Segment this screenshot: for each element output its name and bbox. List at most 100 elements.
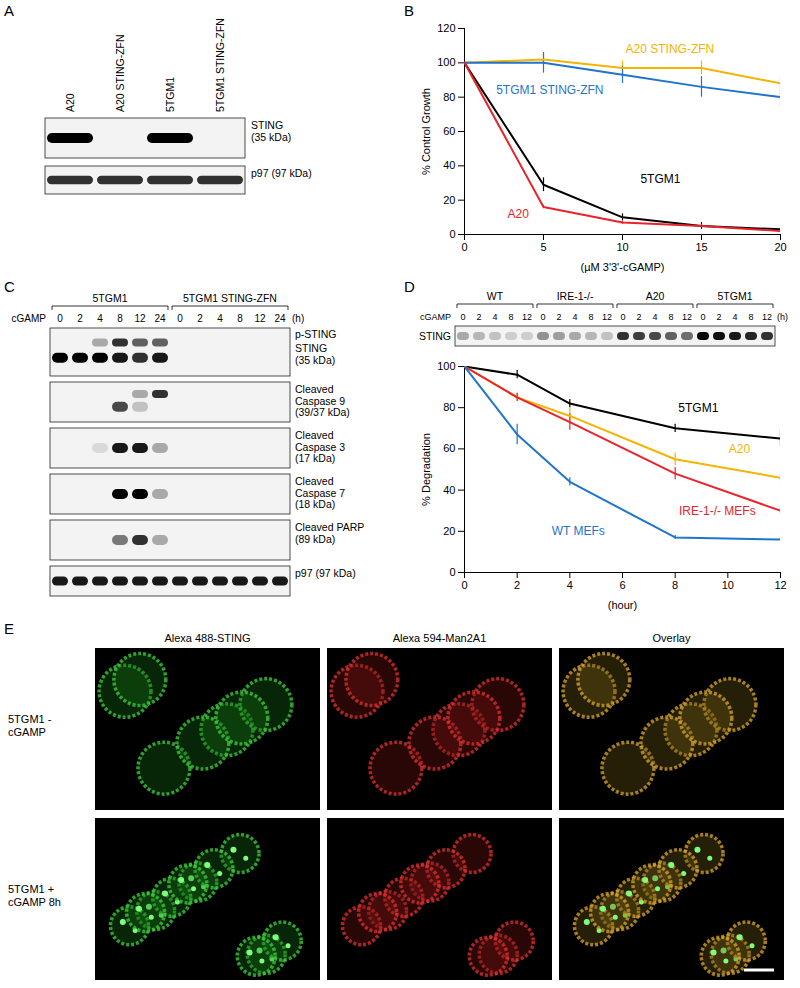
svg-text:20: 20 [443,194,455,206]
svg-text:STING: STING [295,342,327,354]
svg-text:0: 0 [700,312,705,322]
svg-text:2: 2 [716,312,721,322]
svg-text:cGAMP 8h: cGAMP 8h [8,896,61,908]
svg-text:5TGM1 +: 5TGM1 + [8,883,54,895]
svg-text:4: 4 [492,312,497,322]
svg-text:12: 12 [762,312,772,322]
svg-text:Caspase 9: Caspase 9 [295,395,345,407]
svg-text:20: 20 [443,525,455,537]
svg-text:2: 2 [77,313,83,324]
svg-text:WT: WT [487,290,504,302]
svg-text:12: 12 [682,312,692,322]
svg-text:0: 0 [460,312,465,322]
svg-text:5TGM1: 5TGM1 [678,401,718,415]
svg-text:4: 4 [567,579,573,591]
svg-text:4: 4 [572,312,577,322]
svg-text:2: 2 [476,312,481,322]
svg-text:Cleaved PARP: Cleaved PARP [295,521,364,533]
svg-text:8: 8 [668,312,673,322]
svg-text:5TGM1: 5TGM1 [92,292,127,304]
svg-text:A20: A20 [646,290,665,302]
svg-text:Cleaved: Cleaved [295,429,334,441]
svg-text:5TGM1: 5TGM1 [164,77,176,112]
svg-text:(35 kDa): (35 kDa) [295,354,335,366]
svg-text:cGAMP: cGAMP [420,312,451,322]
svg-text:12: 12 [774,579,786,591]
svg-text:A: A [4,2,14,19]
svg-text:B: B [404,2,414,19]
svg-text:0: 0 [449,228,455,240]
svg-text:% Control Growth: % Control Growth [420,88,432,175]
svg-text:0: 0 [177,313,183,324]
svg-text:C: C [4,278,15,295]
svg-text:STING: STING [251,119,283,131]
svg-text:A20 STING-ZFN: A20 STING-ZFN [114,34,126,112]
svg-text:8: 8 [117,313,123,324]
svg-text:p97 (97 kDa): p97 (97 kDa) [251,167,312,179]
svg-text:80: 80 [443,401,455,413]
svg-text:2: 2 [197,313,203,324]
svg-text:40: 40 [443,159,455,171]
svg-text:A20 STING-ZFN: A20 STING-ZFN [626,42,715,56]
svg-text:(17 kDa): (17 kDa) [295,452,335,464]
svg-text:10: 10 [616,241,628,253]
svg-text:15: 15 [695,241,707,253]
svg-text:p-STING: p-STING [295,328,336,340]
svg-text:0: 0 [540,312,545,322]
svg-text:A20: A20 [64,93,76,112]
svg-text:cGAMP: cGAMP [8,726,46,738]
svg-text:4: 4 [217,313,223,324]
svg-text:100: 100 [437,360,455,372]
svg-text:2: 2 [514,579,520,591]
svg-text:60: 60 [443,442,455,454]
svg-text:6: 6 [619,579,625,591]
svg-text:8: 8 [748,312,753,322]
svg-text:20: 20 [774,241,786,253]
svg-text:5TGM1: 5TGM1 [640,172,680,186]
svg-text:(µM 3'3'-cGAMP): (µM 3'3'-cGAMP) [581,261,665,273]
svg-text:Cleaved: Cleaved [295,383,334,395]
svg-text:4: 4 [732,312,737,322]
svg-text:Overlay: Overlay [653,632,691,644]
svg-text:12: 12 [254,313,266,324]
svg-text:Alexa 488-STING: Alexa 488-STING [164,632,250,644]
svg-text:2: 2 [556,312,561,322]
svg-text:8: 8 [508,312,513,322]
svg-text:10: 10 [722,579,734,591]
svg-text:120: 120 [437,22,455,34]
svg-text:0: 0 [57,313,63,324]
svg-text:12: 12 [602,312,612,322]
svg-text:% Degradation: % Degradation [420,433,432,506]
svg-text:cGAMP: cGAMP [12,313,47,324]
svg-text:12: 12 [522,312,532,322]
svg-text:IRE-1-/- MEFs: IRE-1-/- MEFs [679,504,756,518]
svg-text:5TGM1 STING-ZFN: 5TGM1 STING-ZFN [183,292,277,304]
svg-text:(35 kDa): (35 kDa) [251,131,291,143]
svg-text:(18 kDa): (18 kDa) [295,498,335,510]
svg-text:Caspase 3: Caspase 3 [295,441,345,453]
svg-text:0: 0 [449,566,455,578]
svg-text:5: 5 [540,241,546,253]
svg-text:D: D [404,278,415,295]
svg-text:WT MEFs: WT MEFs [552,524,605,538]
svg-text:0: 0 [461,579,467,591]
svg-text:5TGM1 STING-ZFN: 5TGM1 STING-ZFN [214,18,226,112]
svg-text:p97 (97 kDa): p97 (97 kDa) [295,567,356,579]
svg-text:24: 24 [274,313,286,324]
svg-text:80: 80 [443,91,455,103]
svg-text:24: 24 [154,313,166,324]
svg-text:A20: A20 [729,442,751,456]
svg-text:8: 8 [237,313,243,324]
svg-text:8: 8 [672,579,678,591]
svg-text:Cleaved: Cleaved [295,475,334,487]
svg-text:(h): (h) [777,312,788,322]
svg-text:8: 8 [588,312,593,322]
svg-text:Caspase 7: Caspase 7 [295,487,345,499]
svg-text:100: 100 [437,56,455,68]
svg-text:5TGM1: 5TGM1 [717,290,752,302]
svg-text:A20: A20 [508,207,530,221]
svg-text:STING: STING [419,330,451,342]
svg-text:(89 kDa): (89 kDa) [295,533,335,545]
svg-text:5TGM1 STING-ZFN: 5TGM1 STING-ZFN [496,83,603,97]
svg-text:Alexa 594-Man2A1: Alexa 594-Man2A1 [393,632,487,644]
